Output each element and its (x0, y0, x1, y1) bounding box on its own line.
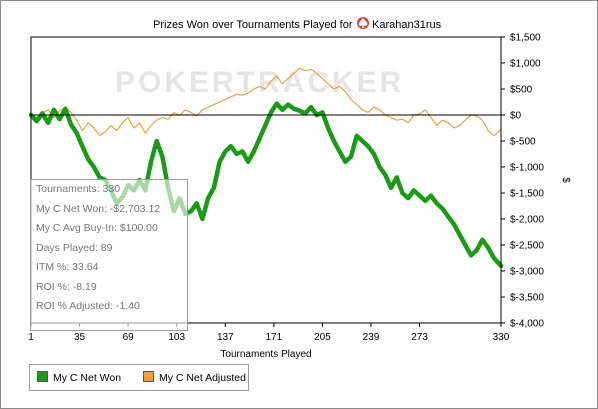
legend-swatch-net-adjusted (143, 371, 154, 382)
x-tick-label: 239 (363, 332, 380, 343)
player-name: Karahan31rus (372, 19, 442, 31)
spade-icon (357, 17, 369, 29)
y-tick-label: $-2,500 (510, 241, 544, 252)
x-tick-label: 330 (493, 332, 510, 343)
y-tick-label: $-1,500 (510, 189, 544, 200)
x-tick-label: 137 (217, 332, 234, 343)
y-tick-label: $-3,500 (510, 293, 544, 304)
y-axis-label: $ (560, 177, 571, 183)
y-tick-label: $-1,000 (510, 163, 544, 174)
stat-line: Tournaments: 330 (36, 183, 121, 195)
y-tick-label: $-500 (510, 137, 536, 148)
chart-title: Prizes Won over Tournaments Played for (153, 19, 353, 31)
watermark: POKERTRACKER (115, 66, 404, 99)
stat-line: ROI %: -8.19 (36, 280, 97, 293)
legend-label-net-adjusted: My C Net Adjusted (159, 372, 246, 384)
x-tick-label: 69 (123, 332, 135, 343)
series-line-net-adjusted (30, 67, 502, 137)
stat-line: ROI % Adjusted: -1.40 (36, 300, 140, 312)
y-tick-label: $500 (510, 85, 533, 96)
stat-line: ITM %: 33.64 (36, 261, 99, 273)
stat-line: Days Played: 89 (36, 241, 113, 254)
x-tick-label: 273 (411, 332, 428, 343)
legend-label-net-won: My C Net Won (53, 372, 122, 384)
chart-title-group: Prizes Won over Tournaments Played for K… (153, 17, 442, 31)
x-tick-label: 205 (314, 332, 331, 343)
y-tick-label: $0 (510, 111, 522, 122)
stat-line: My C Net Won: -$2,703.12 (36, 202, 161, 215)
x-tick-label: 103 (168, 332, 185, 343)
y-tick-label: $-2,000 (510, 215, 544, 226)
legend-swatch-net-won (37, 371, 48, 382)
legend-item-net-adjusted: My C Net Adjusted (143, 371, 246, 384)
x-axis-label: Tournaments Played (220, 349, 311, 360)
watermark-text: POKERTRACKER (115, 66, 404, 99)
y-tick-label: $-3,000 (510, 267, 544, 278)
x-tick-label: 1 (28, 332, 34, 343)
legend-item-net-won: My C Net Won (37, 371, 121, 384)
y-tick-label: $1,500 (510, 33, 541, 44)
y-tick-label: $-4,000 (510, 319, 544, 330)
legend: My C Net Won My C Net Adjusted (29, 364, 249, 391)
x-tick-label: 35 (74, 332, 86, 343)
y-tick-label: $1,000 (510, 59, 541, 70)
stats-overlay: Tournaments: 330 My C Net Won: -$2,703.12… (30, 179, 188, 331)
stat-line: My C Avg Buy-In: $100.00 (36, 222, 158, 234)
x-tick-label: 171 (266, 332, 283, 343)
